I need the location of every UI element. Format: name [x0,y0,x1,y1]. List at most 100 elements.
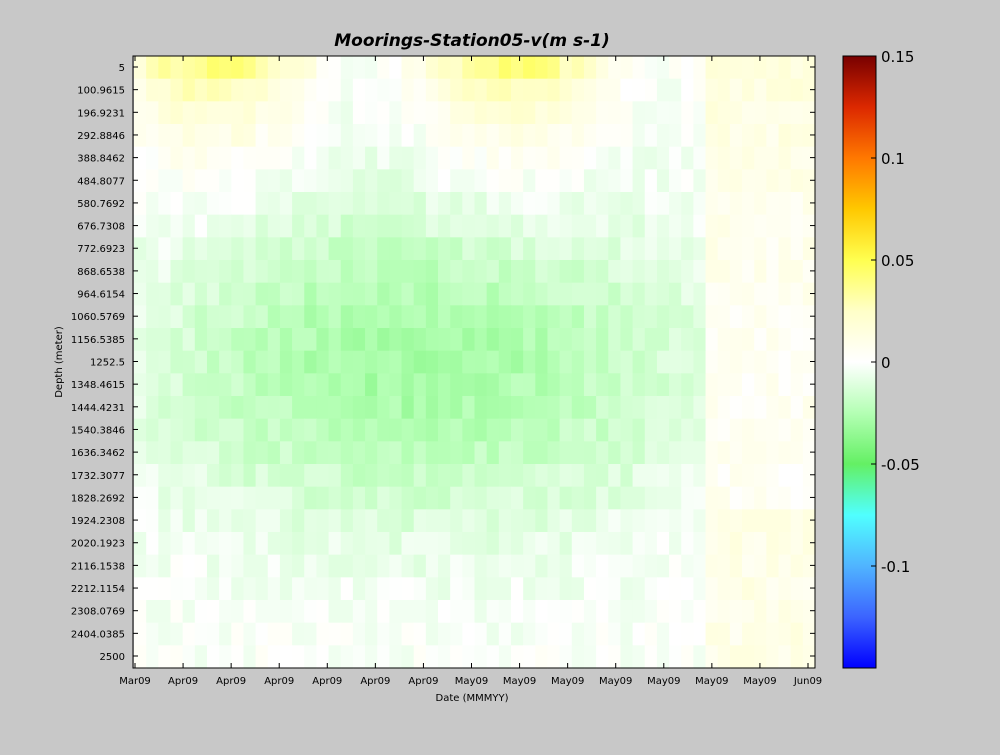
heatmap-cell [352,532,366,556]
heatmap-cell [693,350,707,374]
heatmap-cell [778,282,792,306]
heatmap-cell [340,373,354,397]
heatmap-cell [279,124,293,148]
heatmap-cell [267,328,281,352]
heatmap-cell [632,146,646,170]
heatmap-cell [158,373,172,397]
heatmap-cell [498,350,512,374]
y-tick-label: 868.6538 [77,267,125,278]
heatmap-cell [608,282,622,306]
heatmap-cell [304,169,318,193]
heatmap-cell [583,373,597,397]
x-tick-label: May09 [455,676,488,687]
heatmap-cell [523,192,536,216]
heatmap-cell [377,101,390,125]
heatmap-cell [292,214,305,238]
heatmap-cell [608,146,622,170]
heatmap-cell [304,577,318,601]
heatmap-cell [729,532,743,556]
heatmap-cell [279,418,293,442]
heatmap-cell [389,373,403,397]
heatmap-cell [717,305,731,329]
y-tick-label: 196.9231 [77,108,125,119]
heatmap-cell [182,464,196,488]
heatmap-cell [328,328,342,352]
heatmap-cell [486,56,500,80]
heatmap-cell [255,418,269,442]
heatmap-cell [778,78,792,102]
heatmap-cell [583,305,597,329]
heatmap-cell [328,373,342,397]
heatmap-cell [535,328,549,352]
heatmap-cell [438,486,451,510]
heatmap-cell [352,124,366,148]
heatmap-cell [134,373,147,397]
heatmap-cell [219,486,232,510]
heatmap-cell [170,554,184,578]
heatmap-cell [206,260,220,284]
heatmap-cell [790,418,804,442]
heatmap-cell [498,396,512,420]
heatmap-cell [304,282,318,306]
heatmap-cell [340,622,354,646]
heatmap-cell [790,600,804,624]
heatmap-cell [243,441,257,465]
heatmap-cell [462,350,476,374]
heatmap-cell [450,350,463,374]
heatmap-cell [790,328,804,352]
heatmap-cell [462,622,476,646]
heatmap-cell [632,373,646,397]
heatmap-cell [559,622,573,646]
heatmap-cell [340,396,354,420]
heatmap-cell [559,328,573,352]
heatmap-cell [462,78,476,102]
heatmap-cell [182,169,196,193]
heatmap-cell [146,214,159,238]
heatmap-cell [438,305,451,329]
heatmap-cell [802,509,816,533]
heatmap-cell [644,577,658,601]
heatmap-cell [438,554,451,578]
heatmap-cell [669,214,682,238]
heatmap-cell [243,124,257,148]
heatmap-cell [206,124,220,148]
heatmap-cell [778,532,792,556]
heatmap-cell [255,305,269,329]
heatmap-cell [766,554,780,578]
heatmap-cell [413,486,427,510]
heatmap-cell [377,237,390,261]
heatmap-cell [571,622,585,646]
heatmap-cell [194,532,208,556]
heatmap-cell [231,124,245,148]
heatmap-cell [693,441,707,465]
heatmap-cell [401,554,415,578]
heatmap-cell [401,600,415,624]
heatmap-cell [328,486,342,510]
heatmap-cell [170,169,184,193]
heatmap-cell [656,645,670,669]
heatmap-cell [510,418,524,442]
heatmap-cell [292,486,305,510]
heatmap-cell [292,622,305,646]
heatmap-cell [523,418,536,442]
heatmap-cell [365,305,378,329]
heatmap-cell [425,305,439,329]
heatmap-cell [583,532,597,556]
heatmap-cell [377,124,390,148]
heatmap-cell [425,622,439,646]
heatmap-cell [790,237,804,261]
heatmap-cell [681,418,694,442]
heatmap-cell [754,373,767,397]
heatmap-cell [620,260,634,284]
heatmap-cell [596,464,609,488]
heatmap-cell [705,282,719,306]
heatmap-cell [717,441,731,465]
heatmap-cell [571,124,585,148]
heatmap-cell [352,509,366,533]
heatmap-cell [754,645,767,669]
heatmap-cell [729,577,743,601]
heatmap-cell [559,464,573,488]
heatmap-cell [669,101,682,125]
heatmap-cell [206,237,220,261]
heatmap-cell [510,305,524,329]
